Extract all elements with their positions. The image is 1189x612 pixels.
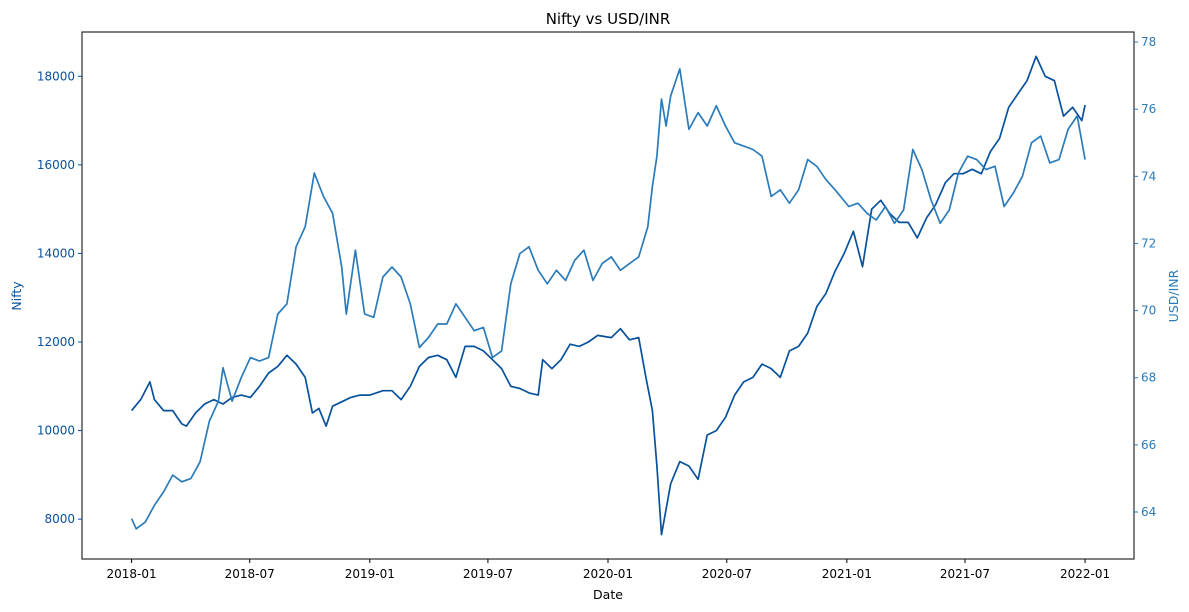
y-left-tick-label: 12000	[37, 335, 75, 349]
y-axis-left: 8000 10000 12000 14000 16000 18000	[37, 69, 82, 526]
y-right-tick-label: 70	[1141, 304, 1156, 318]
y-right-tick-label: 64	[1141, 505, 1156, 519]
x-tick-label: 2019-01	[345, 567, 395, 581]
x-axis: 2018-01 2018-07 2019-01 2019-07 2020-01 2020-…	[107, 559, 1110, 581]
y-left-tick-label: 18000	[37, 69, 75, 83]
y-left-tick-label: 16000	[37, 158, 75, 172]
y-left-tick-label: 14000	[37, 246, 75, 260]
x-tick-label: 2021-01	[822, 567, 872, 581]
x-tick-label: 2020-01	[583, 567, 633, 581]
y-right-tick-label: 76	[1141, 102, 1156, 116]
y-left-tick-label: 8000	[44, 512, 75, 526]
y-right-tick-label: 74	[1141, 169, 1156, 183]
y-right-tick-label: 66	[1141, 438, 1156, 452]
x-tick-label: 2021-07	[940, 567, 990, 581]
y-left-tick-label: 10000	[37, 424, 75, 438]
x-tick-label: 2020-07	[702, 567, 752, 581]
y-axis-right: 64 66 68 70 72 74 76 78	[1134, 35, 1156, 519]
nifty-series-line	[130, 55, 1086, 536]
chart-title: Nifty vs USD/INR	[546, 10, 671, 28]
x-axis-label: Date	[593, 587, 623, 602]
plot-area	[130, 55, 1086, 536]
y-axis-left-label: Nifty	[9, 281, 24, 311]
y-right-tick-label: 78	[1141, 35, 1156, 49]
y-axis-right-label: USD/INR	[1166, 269, 1181, 322]
plot-frame	[81, 31, 1135, 560]
x-tick-label: 2018-01	[107, 567, 157, 581]
x-tick-label: 2022-01	[1060, 567, 1110, 581]
x-tick-label: 2018-07	[225, 567, 275, 581]
y-right-tick-label: 68	[1141, 371, 1156, 385]
x-tick-label: 2019-07	[463, 567, 513, 581]
usdinr-series-line	[130, 68, 1086, 530]
y-right-tick-label: 72	[1141, 236, 1156, 250]
